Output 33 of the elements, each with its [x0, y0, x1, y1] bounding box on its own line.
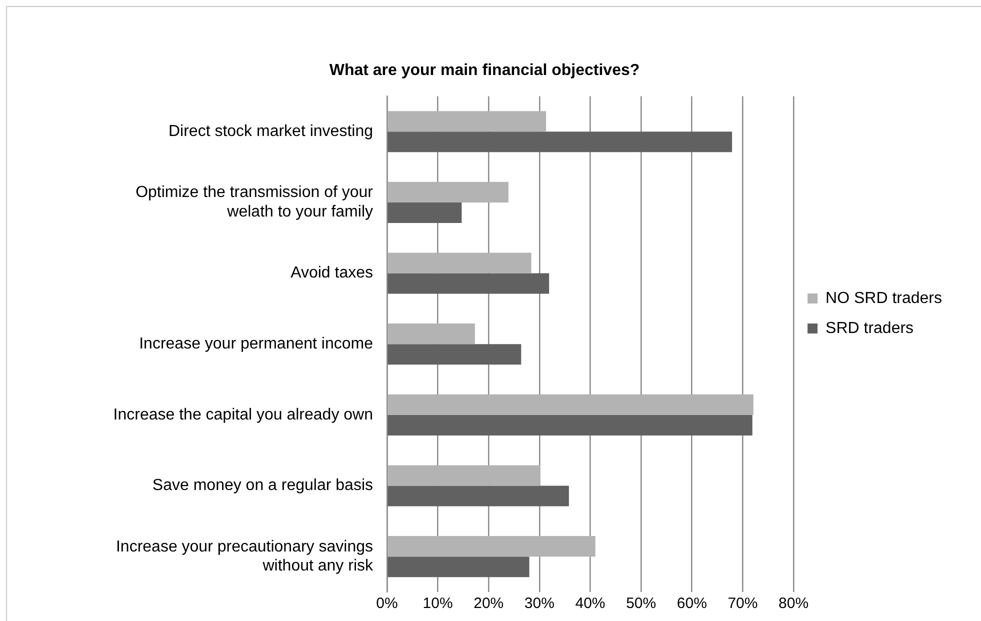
x-tick-label: 40%: [575, 595, 606, 612]
x-tick-label: 80%: [778, 595, 809, 612]
y-tick-label: Increase the capital you already own: [113, 406, 373, 424]
bar: [388, 344, 522, 365]
y-tick-label: Optimize the transmission of your welath to your family: [136, 184, 374, 220]
bar: [388, 252, 532, 274]
bar: [388, 394, 754, 415]
y-tick-label: Avoid taxes: [290, 264, 373, 282]
bar: [388, 556, 530, 578]
x-tick-label: 30%: [524, 595, 554, 612]
y-tick-label: Direct stock market investing: [168, 123, 373, 140]
y-tick-label: Save money on a regular basis: [152, 477, 373, 494]
legend-label: SRD traders: [826, 320, 914, 337]
x-tick-label: 60%: [676, 595, 707, 612]
x-tick-label: 50%: [626, 595, 656, 612]
legend-label: NO SRD traders: [826, 290, 942, 307]
y-tick-label: Increase your precautionary savings without any risk: [116, 538, 374, 575]
bar: [388, 182, 508, 202]
x-tick-label: 70%: [728, 595, 758, 612]
bar: [388, 414, 752, 436]
bar: [388, 111, 546, 132]
x-tick-label: 0%: [376, 595, 398, 612]
y-tick-label: Increase your permanent income: [139, 336, 374, 353]
bar: [388, 202, 462, 223]
bar: [388, 465, 540, 486]
chart-title: What are your main financial objectives?: [329, 62, 640, 80]
bar: [388, 486, 569, 506]
bar: [388, 273, 550, 294]
bar: [388, 324, 475, 344]
bar: [388, 132, 732, 152]
x-tick-label: 20%: [474, 595, 504, 612]
x-tick-label: 10%: [422, 595, 453, 612]
bar: [388, 536, 596, 557]
